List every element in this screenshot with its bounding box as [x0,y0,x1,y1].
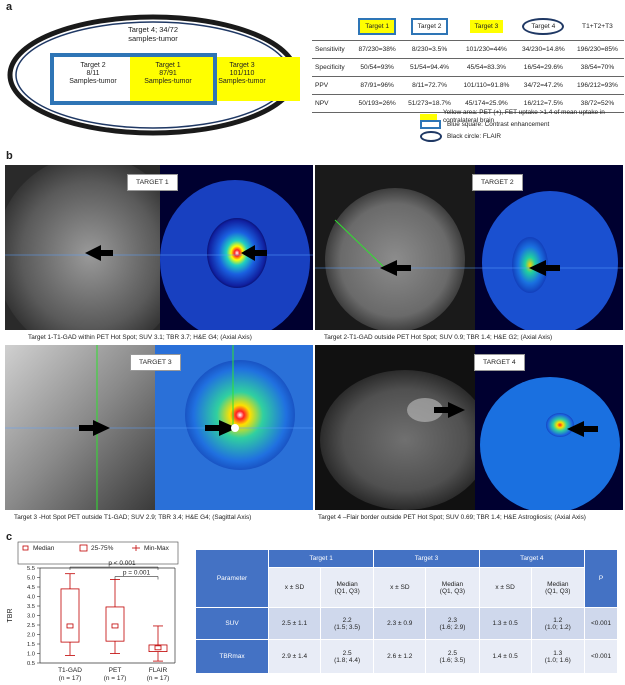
legend-median: Median [33,545,55,552]
legend-median-marker [22,545,29,551]
box-median [154,645,162,651]
table-row: Specificity 50/54=93% 51/54=94.4% 45/54=83.… [312,58,624,77]
x-category-n: (n = 17) [59,675,82,682]
image-title-target2: TARGET 2 [472,174,523,191]
y-tick-label: 4.5 [27,585,35,591]
box-median [66,623,74,629]
x-category-label: FLAIR [149,667,168,674]
legend-black: Black circle: FLAIR [420,131,501,142]
y-tick-label: 2.5 [27,623,35,629]
hdr-target1: Target 1 [358,17,397,35]
sub-median: Median (Q1, Q3) [530,567,586,608]
mri-pet-image-target2 [315,165,623,330]
panel-c-label: c [6,531,13,543]
panel-b-label: b [6,150,13,162]
boxplot-legend [17,541,179,565]
hdr-target2: Target 2 [410,17,449,35]
target2-label: Target 2 8/11 Samples-tumor [69,62,117,85]
sub-mean: x ± SD [373,567,427,608]
mri-pet-image-target4 [315,345,623,510]
y-tick-label: 0.5 [27,661,35,667]
caption-target3: Target 3 -Hot Spot PET outside T1-GAD; S… [14,514,252,521]
legend-yellow: Yellow area: PET (+), FET uptake >1.4 of… [420,109,625,125]
x-category-n: (n = 17) [147,675,170,682]
y-tick-label: 4.0 [27,595,35,601]
hdr-target3: Target 3 [469,19,504,33]
venn-diagram [7,14,300,136]
panel-a-label: a [6,1,13,13]
y-tick-label: 3.5 [27,604,35,610]
hdr-parameter: Parameter [195,549,269,608]
sub-mean: x ± SD [268,567,321,608]
y-tick-label: 1.0 [27,652,35,658]
table-row: NPV 50/193=26% 51/273=18.7% 45/174=25.9% 16/… [312,94,624,113]
box-median [111,623,119,629]
target1-label: Target 1 87/91 Samples-tumor [144,62,192,85]
y-tick-label: 1.5 [27,642,35,648]
caption-target1: Target 1-T1-GAD within PET Hot Spot; SUV… [28,334,252,341]
y-tick-label: 2.0 [27,633,35,639]
table-row: PPV 87/91=96% 8/11=72.7% 101/110=91.8% 34/72… [312,76,624,95]
legend-iqr-marker [79,544,88,552]
legend-iqr: 25-75% [91,545,114,552]
accuracy-table: Target 1 Target 2 Target 3 Target 4 T1+T… [312,12,624,113]
x-category-label: T1-GAD [58,667,82,674]
parameter-table: Parameter Target 1 Target 3 Target 4 P x… [195,549,618,674]
contrast-blue-square [50,53,217,105]
image-title-target3: TARGET 3 [130,354,181,371]
target4-label: Target 4; 34/72 samples-tumor [127,25,179,43]
hdr-target4: Target 4 [478,549,586,568]
sub-mean: x ± SD [478,567,532,608]
y-tick-label: 5.5 [27,566,35,572]
x-category-n: (n = 17) [104,675,127,682]
table-row: TBRmax 2.9 ± 1.4 2.5 (1.8; 4.4) 2.6 ± 1.… [195,639,618,674]
p-value-1: p < 0.001 [108,560,136,567]
caption-target2: Target 2-T1-GAD outside PET Hot Spot; SU… [324,334,553,341]
legend-range: Min-Max [144,545,170,552]
hdr-target4: Target 4 [522,17,565,35]
box-iqr [148,644,168,652]
y-tick-label: 5.0 [27,576,35,582]
mri-pet-image-target1 [5,165,313,330]
hdr-target3: Target 3 [373,549,480,568]
p-value-2: p = 0.001 [123,570,151,577]
tbr-boxplot: Median 25-75% Min-Max 0.5 1.0 1.5 2.0 2.5 3.0 3.5… [7,541,179,682]
hdr-p: P [584,549,618,608]
hdr-target1: Target 1 [267,549,375,568]
box-iqr [60,588,80,643]
legend-blue: Blue square: Contrast enhancement [420,120,549,129]
hdr-combined: T1+T2+T3 [582,22,613,30]
table-row: SUV 2.5 ± 1.1 2.2 (1.5; 3.5) 2.3 ± 0.9 2… [195,607,618,640]
table-row: Sensitivity 87/230=38% 8/230=3.5% 101/230=4… [312,40,624,59]
sub-median: Median (Q1, Q3) [425,567,480,608]
x-category-label: PET [109,667,122,674]
image-title-target1: TARGET 1 [127,174,178,191]
mri-pet-image-target3 [5,345,313,510]
image-title-target4: TARGET 4 [474,354,525,371]
y-tick-label: 3.0 [27,614,35,620]
target3-label: Target 3 101/110 Samples-tumor [218,62,266,85]
sub-median: Median (Q1, Q3) [319,567,375,608]
caption-target4: Target 4 –Flair border outside PET Hot S… [318,514,586,521]
y-axis-label: TBR [7,609,14,623]
